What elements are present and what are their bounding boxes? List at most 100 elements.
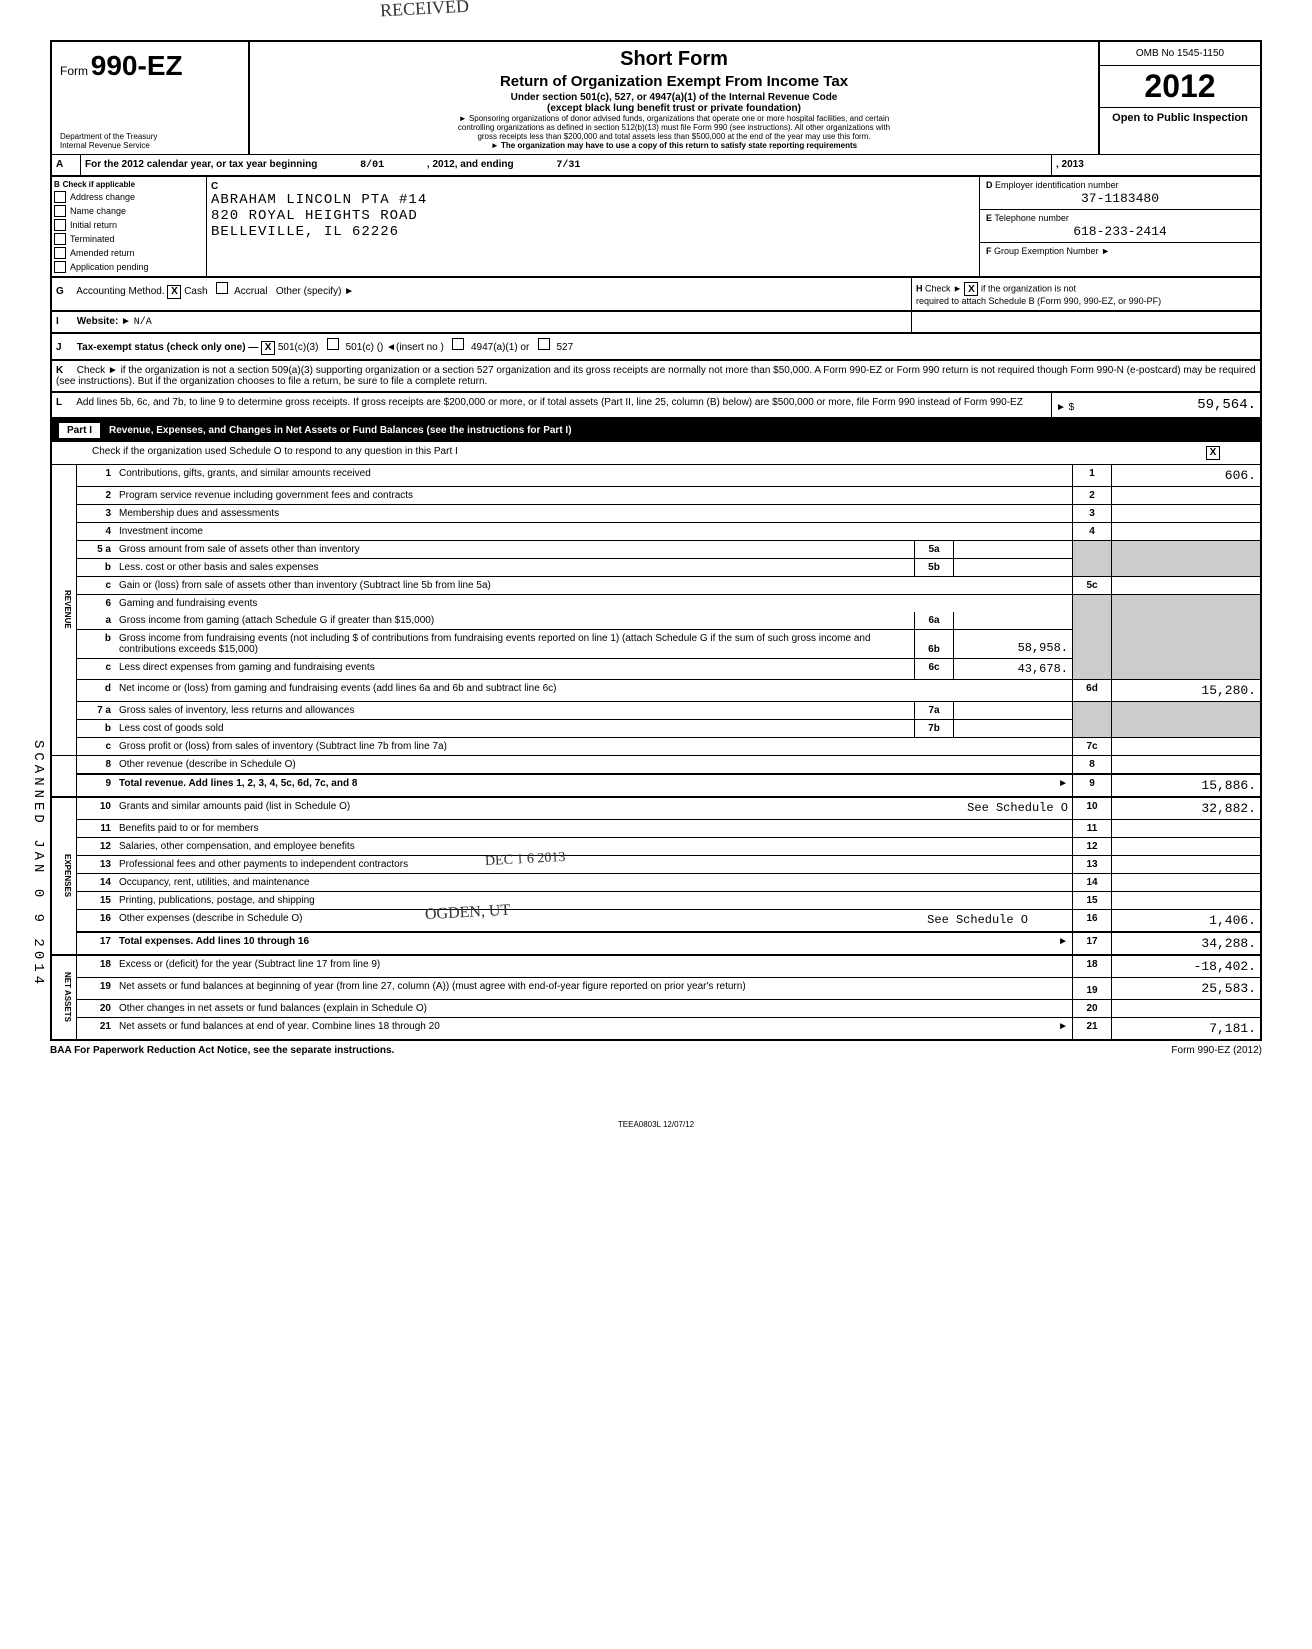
l9-desc-b: Total revenue. Add lines 1, 2, 3, 4, 5c,… xyxy=(119,778,357,789)
baa-note: BAA For Paperwork Reduction Act Notice, … xyxy=(50,1045,394,1056)
l3-num: 3 xyxy=(77,504,116,522)
j-o2: 501(c) ( xyxy=(346,342,380,353)
line-11: 11 Benefits paid to or for members 11 xyxy=(51,819,1261,837)
expenses-marker: EXPENSES xyxy=(51,797,77,955)
e-label: Telephone number xyxy=(994,213,1069,223)
b-letter: B xyxy=(54,180,60,189)
l8-desc: Other revenue (describe in Schedule O) xyxy=(115,755,1073,774)
footer-code: TEEA0803L 12/07/12 xyxy=(50,1120,1262,1129)
l21-desc-t: Net assets or fund balances at end of ye… xyxy=(119,1021,440,1032)
l20-v xyxy=(1112,999,1262,1017)
l6b-ir: 6b xyxy=(915,629,954,658)
open-public: Open to Public Inspection xyxy=(1100,108,1260,128)
l7b-ir: 7b xyxy=(915,719,954,737)
l6c-ir: 6c xyxy=(915,658,954,679)
f-letter: F xyxy=(986,246,992,256)
line-10: EXPENSES 10 Grants and similar amounts p… xyxy=(51,797,1261,820)
l9-num: 9 xyxy=(77,774,116,797)
l2-desc: Program service revenue including govern… xyxy=(115,486,1073,504)
d-letter: D xyxy=(986,180,993,190)
col-def: D Employer identification number 37-1183… xyxy=(980,177,1260,276)
omb: OMB No 1545-1150 xyxy=(1100,42,1260,66)
row-a-letter: A xyxy=(52,155,81,175)
l18-desc: Excess or (deficit) for the year (Subtra… xyxy=(115,955,1073,978)
line-18: NET ASSETS 18 Excess or (deficit) for th… xyxy=(51,955,1261,978)
checkbox-icon[interactable] xyxy=(54,247,66,259)
line-16: 16 Other expenses (describe in Schedule … xyxy=(51,909,1261,932)
org-name: ABRAHAM LINCOLN PTA #14 xyxy=(211,192,975,208)
row-i: I Website: ► N/A xyxy=(52,312,912,332)
b-opt-3-label: Terminated xyxy=(70,234,115,244)
i-label: Website: ► xyxy=(77,316,131,327)
l14-desc: Occupancy, rent, utilities, and maintena… xyxy=(115,873,1073,891)
l6c-desc: Less direct expenses from gaming and fun… xyxy=(115,658,915,679)
b-opt-5-label: Application pending xyxy=(70,262,149,272)
k-text: Check ► if the organization is not a sec… xyxy=(56,365,1256,387)
dept1: Department of the Treasury xyxy=(60,132,157,141)
received-stamp: RECEIVED xyxy=(380,0,470,21)
h-text2: if the organization is not xyxy=(981,284,1076,294)
j-527-checkbox[interactable] xyxy=(538,338,550,350)
l16-note: See Schedule O xyxy=(927,913,1028,927)
l5a-ir: 5a xyxy=(915,540,954,558)
l8-v xyxy=(1112,755,1262,774)
b-opt-1-label: Name change xyxy=(70,206,126,216)
j-4947-checkbox[interactable] xyxy=(452,338,464,350)
l6a-num: a xyxy=(77,612,116,630)
cash-checkbox[interactable]: X xyxy=(167,285,181,299)
j-501c3-checkbox[interactable]: X xyxy=(261,341,275,355)
l17-desc: Total expenses. Add lines 10 through 16 … xyxy=(115,932,1073,955)
l12-num: 12 xyxy=(77,837,116,855)
checkbox-icon[interactable] xyxy=(54,205,66,217)
line-7c: c Gross profit or (loss) from sales of i… xyxy=(51,737,1261,755)
j-o4: 527 xyxy=(556,342,573,353)
part1-checkbox[interactable]: X xyxy=(1206,446,1220,460)
i-value: N/A xyxy=(134,317,152,328)
form-header: Form 990-EZ Department of the Treasury I… xyxy=(50,40,1262,154)
b-opt-5: Application pending xyxy=(54,260,204,274)
b-check-label: Check if applicable xyxy=(63,180,135,189)
sub2: (except black lung benefit trust or priv… xyxy=(260,103,1088,114)
revenue-marker: REVENUE xyxy=(51,465,77,756)
row-j: J Tax-exempt status (check only one) — X… xyxy=(50,332,1262,359)
l14-r: 14 xyxy=(1073,873,1112,891)
l6d-desc: Net income or (loss) from gaming and fun… xyxy=(115,679,1073,701)
checkbox-icon[interactable] xyxy=(54,191,66,203)
header-center: Short Form Return of Organization Exempt… xyxy=(250,42,1100,154)
b-opt-2-label: Initial return xyxy=(70,220,117,230)
l6-num: 6 xyxy=(77,594,116,612)
checkbox-icon[interactable] xyxy=(54,261,66,273)
l12-desc: Salaries, other compensation, and employ… xyxy=(115,837,1073,855)
l6-shade-v xyxy=(1112,594,1262,679)
line-12: 12 Salaries, other compensation, and emp… xyxy=(51,837,1261,855)
accrual-checkbox[interactable] xyxy=(216,282,228,294)
l5b-num: b xyxy=(77,558,116,576)
l10-r: 10 xyxy=(1073,797,1112,820)
l13-desc: Professional fees and other payments to … xyxy=(119,859,408,870)
l11-v xyxy=(1112,819,1262,837)
l7c-r: 7c xyxy=(1073,737,1112,755)
l16-v: 1,406. xyxy=(1112,909,1262,932)
l18-num: 18 xyxy=(77,955,116,978)
j-501c-checkbox[interactable] xyxy=(327,338,339,350)
l16-desc: Other expenses (describe in Schedule O) xyxy=(119,913,302,924)
l19-r: 19 xyxy=(1073,977,1112,999)
dept-lines: Department of the Treasury Internal Reve… xyxy=(60,132,157,150)
checkbox-icon[interactable] xyxy=(54,219,66,231)
line-3: 3 Membership dues and assessments 3 xyxy=(51,504,1261,522)
l7c-v xyxy=(1112,737,1262,755)
header-right: OMB No 1545-1150 2012 Open to Public Ins… xyxy=(1100,42,1260,154)
line-5a: 5 a Gross amount from sale of assets oth… xyxy=(51,540,1261,558)
c-letter: C xyxy=(211,181,975,192)
i-letter: I xyxy=(56,316,74,327)
j-label: Tax-exempt status (check only one) — xyxy=(77,342,259,353)
h-checkbox[interactable]: X xyxy=(964,282,978,296)
l4-v xyxy=(1112,522,1262,540)
checkbox-icon[interactable] xyxy=(54,233,66,245)
f-label: Group Exemption Number xyxy=(994,246,1099,256)
l21-v: 7,181. xyxy=(1112,1017,1262,1040)
l21-r: 21 xyxy=(1073,1017,1112,1040)
g-other: Other (specify) ► xyxy=(276,286,354,297)
l5b-desc: Less. cost or other basis and sales expe… xyxy=(115,558,915,576)
a-pre: For the 2012 calendar year, or tax year … xyxy=(85,159,317,170)
